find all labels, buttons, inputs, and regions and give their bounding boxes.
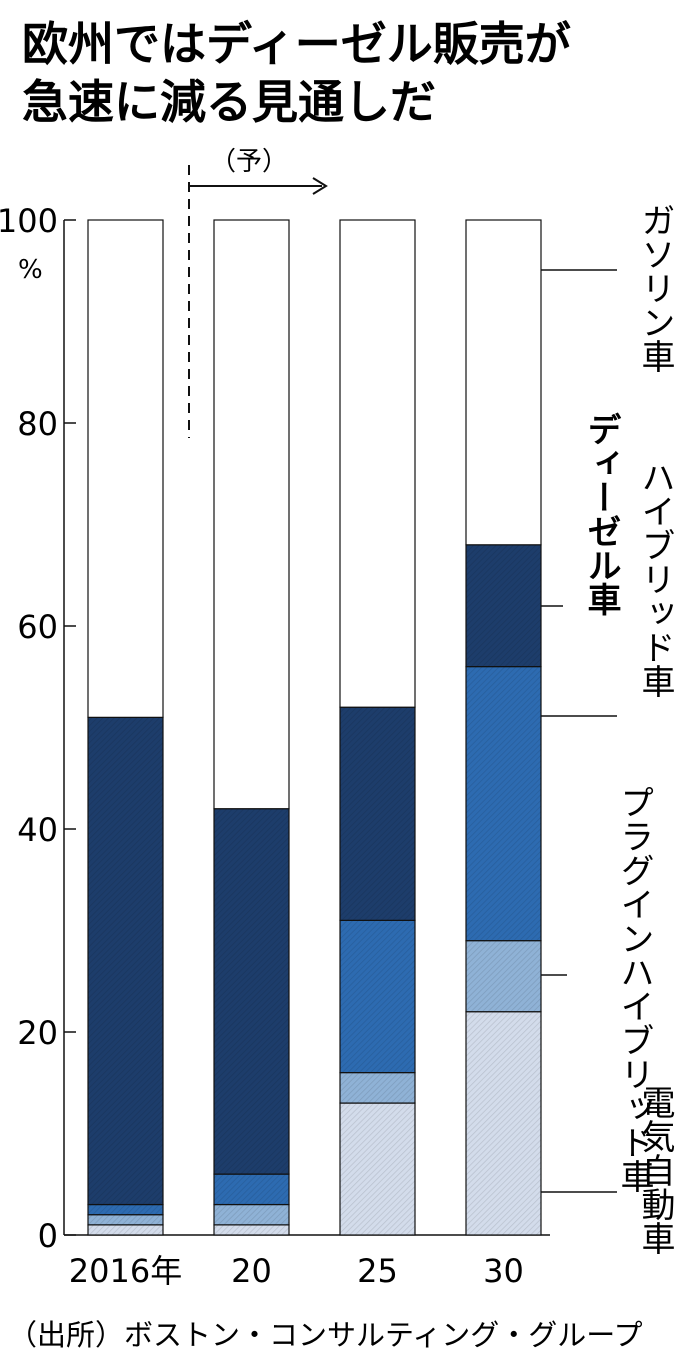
x-tick-label: 20 (231, 1252, 272, 1290)
bar-segment (87, 219, 164, 718)
chart-title-line-2: 急速に減る見通しだ (22, 75, 436, 129)
bar-segment-texture (88, 1224, 163, 1235)
bar-segment-texture (466, 544, 541, 667)
source-note: （出所）ボストン・コンサルティング・グループ (8, 1318, 643, 1352)
legend-label-hybrid: ハイブリッド車 (635, 460, 675, 698)
y-tick-label: 60 (17, 608, 58, 646)
legend-label-phev: プラグインハイブリッド車 (614, 785, 654, 1193)
x-axis-labels: 2016年 20 25 30 (69, 1252, 524, 1290)
bar-segment-texture (88, 1204, 163, 1215)
bar-segment (213, 219, 290, 810)
bars (87, 219, 542, 1236)
bar-segment-texture (214, 1204, 289, 1225)
y-tick-label: 0 (38, 1217, 58, 1255)
y-axis: 0 20 40 60 80 100 (0, 202, 76, 1255)
chart-title-line-1: 欧州ではディーゼル販売が (22, 17, 571, 71)
bar-segment-texture (466, 1011, 541, 1235)
forecast-label: （予） (210, 147, 288, 177)
bar-segment-texture (466, 666, 541, 941)
bar-segment-texture (214, 1224, 289, 1235)
bar-segment-texture (340, 707, 415, 921)
y-tick-label: 40 (17, 811, 58, 849)
bar-segment (339, 219, 416, 708)
x-tick-label: 2016年 (69, 1252, 182, 1290)
bar-segment-texture (340, 1103, 415, 1235)
bar-segment-texture (466, 940, 541, 1012)
x-tick-label: 25 (357, 1252, 398, 1290)
bar-segment-texture (340, 1072, 415, 1104)
bar-segment-texture (214, 1174, 289, 1205)
y-tick-label: 80 (17, 405, 58, 443)
x-tick-label: 30 (483, 1252, 524, 1290)
y-axis-unit: % (18, 255, 43, 285)
legend-label-gasoline: ガソリン車 (635, 203, 675, 373)
y-tick-label: 100 (0, 202, 58, 240)
legend-label-diesel: ディーゼル車 (581, 412, 621, 616)
bar-segment-texture (214, 808, 289, 1175)
bar-segment (465, 219, 542, 546)
y-tick-label: 20 (17, 1014, 58, 1052)
bar-segment-texture (88, 717, 163, 1205)
legend-label-ev: 電気自動車 (635, 1085, 675, 1255)
bar-segment-texture (88, 1214, 163, 1225)
forecast-arrow-head (312, 177, 328, 195)
bar-segment-texture (340, 920, 415, 1073)
